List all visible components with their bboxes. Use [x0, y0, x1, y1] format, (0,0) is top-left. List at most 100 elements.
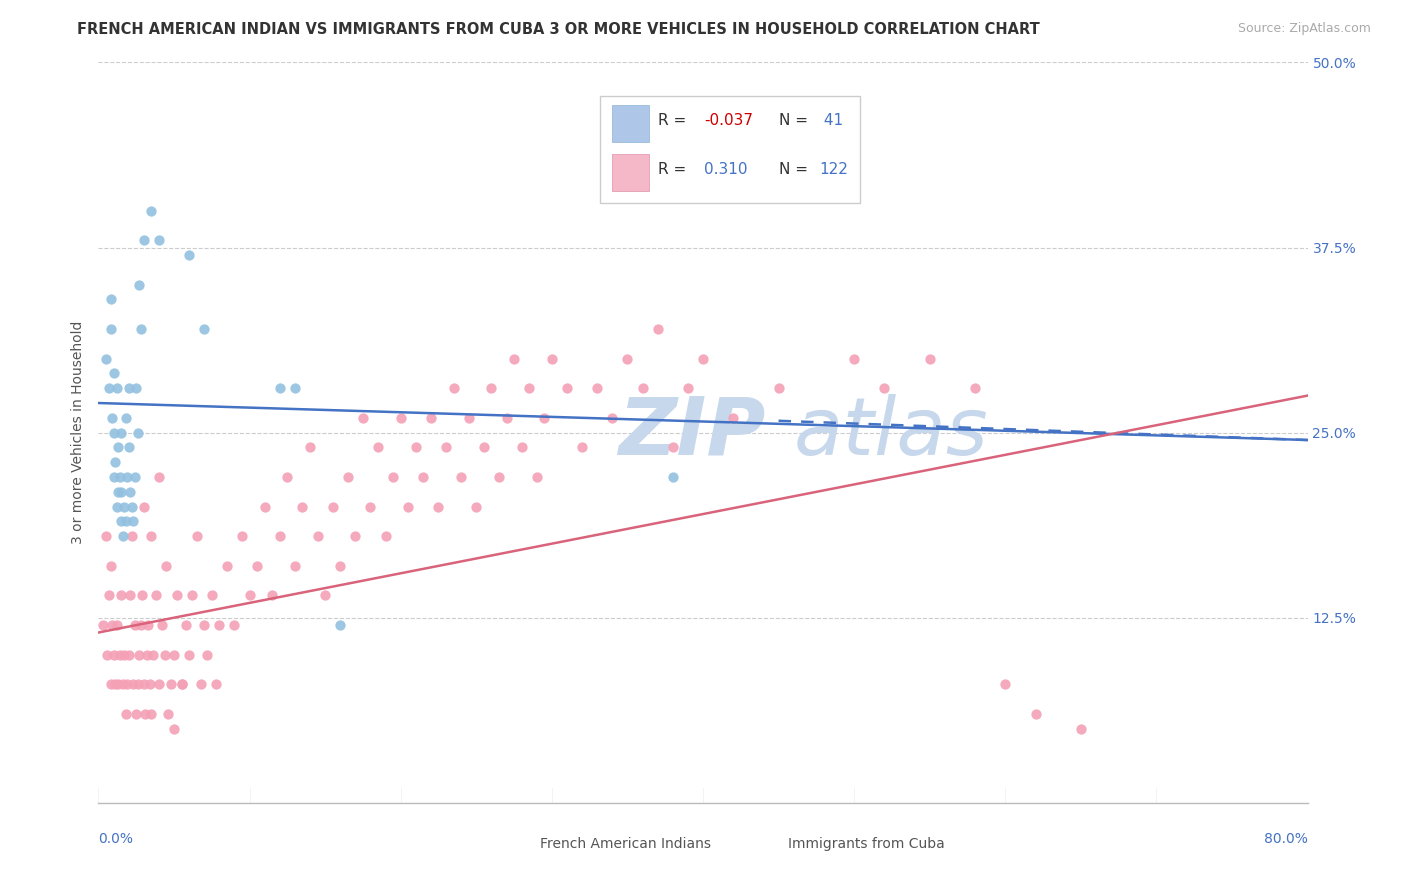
- Point: [647, 322, 669, 336]
- Point: [115, 470, 138, 484]
- Point: [284, 558, 307, 573]
- Point: [118, 381, 141, 395]
- Point: [141, 203, 163, 218]
- Point: [602, 410, 624, 425]
- Point: [1070, 722, 1092, 736]
- Point: [307, 529, 329, 543]
- Point: [163, 722, 186, 736]
- Point: [104, 677, 127, 691]
- Point: [269, 381, 291, 395]
- Text: FRENCH AMERICAN INDIAN VS IMMIGRANTS FROM CUBA 3 OR MORE VEHICLES IN HOUSEHOLD C: FRENCH AMERICAN INDIAN VS IMMIGRANTS FRO…: [77, 22, 1040, 37]
- Point: [134, 706, 156, 721]
- Point: [170, 677, 193, 691]
- FancyBboxPatch shape: [498, 829, 531, 858]
- Point: [114, 410, 136, 425]
- Point: [141, 529, 163, 543]
- Point: [253, 500, 276, 514]
- Point: [382, 470, 405, 484]
- Point: [122, 515, 145, 529]
- Point: [94, 351, 117, 366]
- Point: [457, 410, 479, 425]
- FancyBboxPatch shape: [613, 153, 648, 191]
- Point: [103, 367, 125, 381]
- Point: [110, 425, 132, 440]
- Text: R =: R =: [658, 162, 696, 178]
- Point: [231, 529, 253, 543]
- Point: [127, 425, 149, 440]
- FancyBboxPatch shape: [613, 104, 648, 142]
- Point: [160, 677, 183, 691]
- Point: [208, 618, 231, 632]
- Point: [96, 648, 118, 662]
- Point: [517, 381, 540, 395]
- Point: [103, 648, 125, 662]
- Text: N =: N =: [779, 112, 813, 128]
- Point: [118, 441, 141, 455]
- Point: [186, 529, 208, 543]
- Point: [723, 410, 745, 425]
- Point: [1024, 706, 1046, 721]
- Point: [118, 648, 141, 662]
- Point: [135, 648, 157, 662]
- Point: [131, 589, 153, 603]
- Text: Source: ZipAtlas.com: Source: ZipAtlas.com: [1237, 22, 1371, 36]
- Point: [104, 455, 127, 469]
- Text: 0.0%: 0.0%: [98, 832, 134, 847]
- Point: [367, 441, 389, 455]
- Point: [965, 381, 987, 395]
- Point: [120, 589, 142, 603]
- Point: [299, 441, 322, 455]
- Point: [284, 381, 307, 395]
- Point: [125, 706, 148, 721]
- Text: atlas: atlas: [793, 393, 988, 472]
- Point: [105, 618, 128, 632]
- Point: [994, 677, 1017, 691]
- Point: [405, 441, 427, 455]
- Point: [125, 381, 148, 395]
- Point: [111, 677, 134, 691]
- Point: [107, 484, 129, 499]
- Point: [450, 470, 472, 484]
- Point: [616, 351, 638, 366]
- Point: [170, 677, 193, 691]
- Point: [174, 618, 197, 632]
- Point: [122, 677, 145, 691]
- Point: [193, 618, 215, 632]
- Point: [101, 410, 124, 425]
- Point: [314, 589, 336, 603]
- Point: [142, 648, 165, 662]
- Point: [918, 351, 941, 366]
- Point: [495, 410, 517, 425]
- Point: [844, 351, 866, 366]
- Point: [110, 589, 132, 603]
- Point: [344, 529, 367, 543]
- Point: [329, 558, 352, 573]
- Point: [571, 441, 593, 455]
- Point: [262, 589, 284, 603]
- Point: [128, 277, 150, 292]
- Point: [155, 558, 177, 573]
- Point: [360, 500, 382, 514]
- Point: [322, 500, 344, 514]
- FancyBboxPatch shape: [745, 829, 779, 858]
- Point: [465, 500, 488, 514]
- Point: [352, 410, 374, 425]
- Point: [190, 677, 212, 691]
- Point: [153, 648, 176, 662]
- Point: [692, 351, 714, 366]
- Point: [105, 500, 128, 514]
- Point: [108, 648, 131, 662]
- Point: [148, 470, 170, 484]
- Point: [224, 618, 246, 632]
- Point: [148, 677, 170, 691]
- Point: [201, 589, 224, 603]
- Point: [105, 381, 128, 395]
- Point: [276, 470, 298, 484]
- Point: [533, 410, 555, 425]
- Point: [141, 706, 163, 721]
- Point: [336, 470, 359, 484]
- Point: [100, 677, 122, 691]
- Point: [108, 470, 131, 484]
- Point: [555, 381, 578, 395]
- Text: French American Indians: French American Indians: [540, 837, 711, 850]
